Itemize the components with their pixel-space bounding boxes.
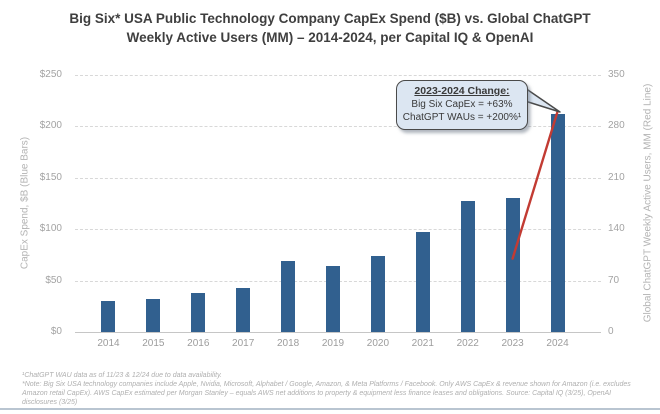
right-axis-tick: 350	[608, 69, 625, 80]
capex-bar-2018	[281, 261, 296, 332]
left-axis-tick: $150	[39, 171, 62, 183]
right-axis-tick: 210	[608, 171, 625, 183]
x-axis-label-2019: 2019	[321, 338, 345, 349]
chart-title-line2: Weekly Active Users (MM) – 2014-2024, pe…	[126, 30, 534, 45]
gridline	[75, 229, 601, 231]
left-axis-tick: $250	[39, 69, 62, 80]
x-axis-label-2016: 2016	[187, 338, 210, 349]
callout-capex-change: Big Six CapEx = +63%	[411, 99, 513, 110]
footnotes: ¹ChatGPT WAU data as of 11/23 & 12/24 du…	[22, 371, 639, 407]
left-axis-title: CapEx Spend, $B (Blue Bars)	[19, 136, 31, 270]
slide-bottom-edge	[0, 408, 660, 410]
capex-bar-2022	[460, 201, 475, 332]
gridline	[75, 126, 601, 128]
right-axis-title: Global ChatGPT Weekly Active Users, MM (…	[642, 83, 654, 323]
x-axis-label-2018: 2018	[276, 338, 300, 349]
right-axis-tick: 280	[608, 120, 625, 132]
left-axis-tick: $200	[39, 120, 62, 132]
chart-title: Big Six* USA Public Technology Company C…	[0, 9, 660, 47]
x-axis-label-2023: 2023	[501, 338, 524, 349]
right-axis-tick: 70	[608, 274, 620, 286]
capex-bar-2016	[191, 292, 206, 332]
left-axis-tick: $100	[39, 223, 62, 235]
capex-bar-2015	[146, 299, 161, 332]
x-axis-label-2021: 2021	[411, 338, 434, 349]
chart-title-line1: Big Six* USA Public Technology Company C…	[69, 11, 591, 26]
callout-tail	[524, 87, 561, 113]
gridline	[75, 332, 601, 333]
callout-wau-change: ChatGPT WAUs = +200%¹	[402, 112, 522, 123]
capex-bar-2020	[370, 255, 385, 332]
callout-heading: 2023-2024 Change:	[414, 85, 510, 97]
change-callout: 2023-2024 Change: Big Six CapEx = +63% C…	[396, 80, 528, 130]
footnote-big-six-note: *Note: Big Six USA technology companies …	[22, 381, 631, 406]
capex-bar-2014	[101, 301, 116, 332]
capex-bar-2017	[236, 287, 251, 332]
gridline	[75, 177, 601, 179]
gridline	[75, 75, 601, 76]
footnote-wau-data: ¹ChatGPT WAU data as of 11/23 & 12/24 du…	[22, 372, 223, 379]
x-axis-label-2014: 2014	[97, 338, 120, 349]
x-axis-labels: 2014 2015 2016 2017 2018 2019 2020 2021 2022 2023…	[86, 338, 580, 349]
x-axis-label-2017: 2017	[232, 338, 255, 349]
left-axis-tick: $50	[45, 274, 62, 286]
capex-bar-2021	[415, 232, 430, 332]
x-axis-label-2024: 2024	[546, 338, 569, 349]
left-axis-tick: $0	[50, 326, 62, 337]
right-axis-tick: 0	[608, 326, 614, 337]
capex-bar-2023	[505, 198, 520, 332]
right-axis-tick: 140	[608, 223, 625, 235]
x-axis-label-2015: 2015	[142, 338, 165, 349]
x-axis-label-2022: 2022	[456, 338, 479, 349]
x-axis-label-2020: 2020	[366, 338, 390, 349]
capex-bar-2024	[550, 114, 565, 332]
capex-bar-2019	[326, 266, 340, 332]
